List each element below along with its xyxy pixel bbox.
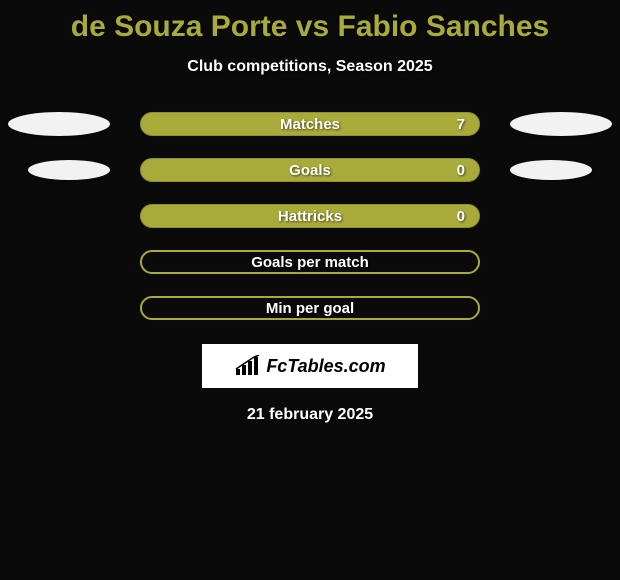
stat-bar-hattricks: Hattricks 0: [140, 204, 480, 228]
comparison-subtitle: Club competitions, Season 2025: [0, 58, 620, 76]
snapshot-date: 21 february 2025: [0, 406, 620, 424]
stat-label: Goals: [141, 162, 479, 179]
stat-bar-matches: Matches 7: [140, 112, 480, 136]
stat-row: Goals per match: [0, 250, 620, 274]
stat-label: Min per goal: [142, 300, 478, 317]
stat-value: 0: [457, 162, 465, 179]
left-player-marker: [8, 112, 110, 136]
stat-value: 0: [457, 208, 465, 225]
right-player-marker: [510, 160, 592, 180]
left-player-marker: [28, 160, 110, 180]
source-logo-text: FcTables.com: [266, 356, 385, 377]
stat-rows: Matches 7 Goals 0 Hattricks 0 Goals per …: [0, 112, 620, 320]
stat-value: 7: [457, 116, 465, 133]
chart-icon: [234, 355, 260, 377]
source-logo: FcTables.com: [202, 344, 418, 388]
stat-row: Hattricks 0: [0, 204, 620, 228]
stat-label: Matches: [141, 116, 479, 133]
stat-bar-goals-per-match: Goals per match: [140, 250, 480, 274]
stat-label: Goals per match: [142, 254, 478, 271]
comparison-title: de Souza Porte vs Fabio Sanches: [0, 0, 620, 44]
stat-row: Min per goal: [0, 296, 620, 320]
stat-row: Matches 7: [0, 112, 620, 136]
right-player-marker: [510, 112, 612, 136]
stat-label: Hattricks: [141, 208, 479, 225]
stat-bar-min-per-goal: Min per goal: [140, 296, 480, 320]
stat-bar-goals: Goals 0: [140, 158, 480, 182]
stat-row: Goals 0: [0, 158, 620, 182]
